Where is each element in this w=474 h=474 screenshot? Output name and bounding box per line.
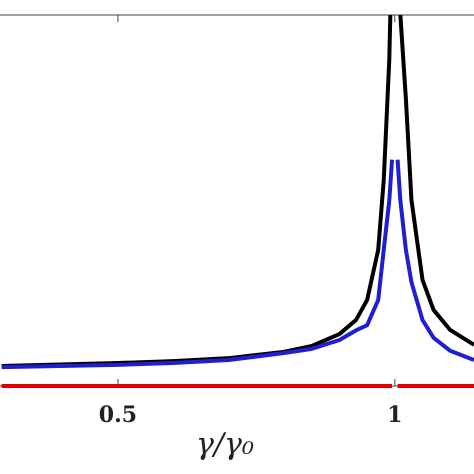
x-tick-label: 1 (387, 402, 402, 428)
series-line (1, 15, 474, 368)
x-axis-label: γ/γ₀ (196, 427, 254, 462)
x-tick-label: 0.5 (99, 402, 137, 428)
series-line (1, 159, 474, 370)
